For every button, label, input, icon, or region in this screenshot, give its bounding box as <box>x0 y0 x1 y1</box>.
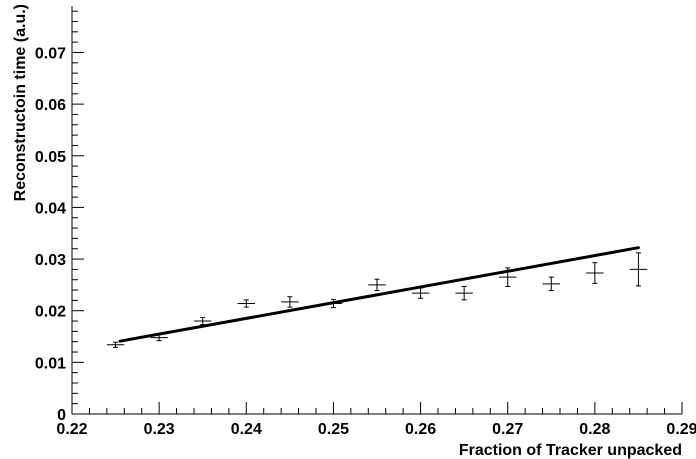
x-tick-label: 0.26 <box>405 421 436 438</box>
data-point <box>411 287 430 299</box>
y-tick-label: 0.07 <box>35 45 66 62</box>
x-tick-label: 0.29 <box>666 421 696 438</box>
data-point <box>455 285 473 301</box>
data-point <box>629 252 648 287</box>
data-point <box>324 298 343 309</box>
data-point <box>542 276 560 292</box>
x-tick-label: 0.23 <box>144 421 175 438</box>
y-axis-title: Reconstructoin time (a.u.) <box>12 4 29 201</box>
plot-frame <box>71 6 682 415</box>
y-axis-ticks: 0 0.01 0.02 0.03 0.04 0.05 0.06 0.07 <box>35 10 84 424</box>
data-point <box>281 296 299 308</box>
y-tick-label: 0.02 <box>35 304 66 321</box>
x-tick-label: 0.24 <box>231 421 262 438</box>
data-point <box>150 333 168 342</box>
data-point <box>194 316 212 326</box>
y-tick-label: 0.04 <box>35 200 66 217</box>
x-tick-label: 0.22 <box>56 421 87 438</box>
x-tick-label: 0.25 <box>318 421 349 438</box>
fit-line-group <box>118 246 640 343</box>
data-point <box>586 262 604 284</box>
y-tick-label: 0.06 <box>35 97 66 114</box>
x-axis-title: Fraction of Tracker unpacked <box>459 442 682 459</box>
data-point <box>106 341 125 348</box>
data-point <box>499 267 517 287</box>
data-point <box>368 278 386 292</box>
x-tick-label: 0.28 <box>579 421 610 438</box>
data-point <box>237 299 255 308</box>
x-axis-ticks: 0.22 0.23 0.24 0.25 0.26 0.27 0.28 0.29 <box>56 402 696 438</box>
y-tick-label: 0.01 <box>35 355 66 372</box>
x-tick-label: 0.27 <box>492 421 523 438</box>
y-tick-label: 0.05 <box>35 149 66 166</box>
y-tick-label: 0.03 <box>35 252 66 269</box>
data-points-group <box>106 252 648 348</box>
y-tick-label: 0 <box>57 407 66 424</box>
fit-line <box>118 246 640 343</box>
